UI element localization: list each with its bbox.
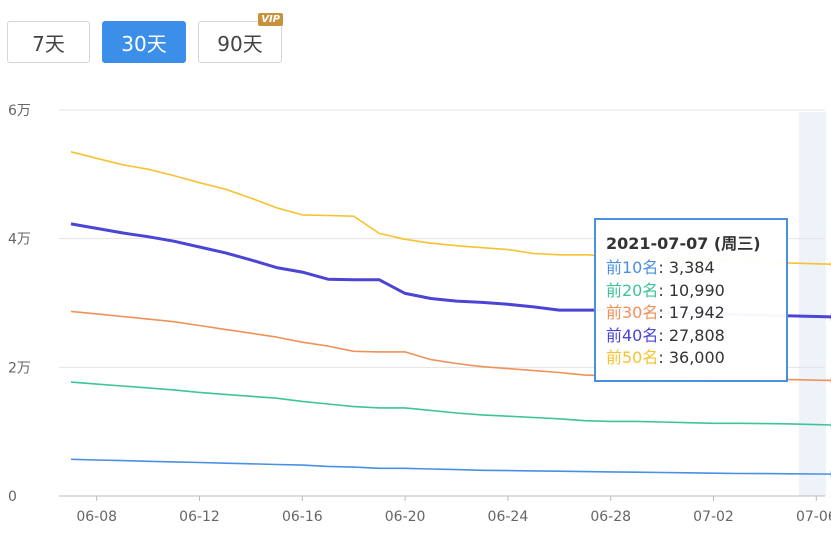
tooltip-value: 10,990 — [668, 280, 725, 300]
tooltip-date: 2021-07-07 (周三) — [606, 234, 761, 253]
series-line — [70, 381, 831, 426]
range-90d-button[interactable]: 90天 VIP — [198, 13, 283, 63]
range-30d-button[interactable]: 30天 — [102, 21, 186, 63]
x-tick-label: 07-02 — [693, 509, 734, 525]
tooltip-row-top30: 前30名: 17,942 — [606, 303, 725, 322]
tooltip-label: 前20名 — [606, 280, 659, 300]
tooltip-label: 前10名 — [606, 258, 659, 277]
y-tick-label: 0 — [8, 489, 17, 505]
tooltip-value: 27,808 — [668, 325, 725, 345]
tooltip-label: 前50名 — [606, 348, 659, 367]
x-tick-label: 07-06 — [796, 509, 831, 525]
y-tick-label: 4万 — [8, 232, 31, 248]
tooltip-row-top10: 前10名: 3,384 — [606, 258, 715, 277]
tooltip-row-top40: 前40名: 27,808 — [606, 325, 725, 345]
tooltip-value: 3,384 — [668, 258, 715, 277]
vip-badge: VIP — [258, 13, 283, 26]
tooltip-value: 36,000 — [668, 348, 725, 367]
tooltip-label: 前30名 — [606, 303, 659, 322]
x-tick-label: 06-08 — [76, 509, 117, 525]
x-tick-label: 06-16 — [282, 509, 323, 525]
hover-highlight-band — [799, 112, 826, 496]
tooltip-row-top50: 前50名: 36,000 — [606, 348, 725, 367]
tooltip-row-top20: 前20名: 10,990 — [606, 280, 725, 300]
tooltip-value: 17,942 — [668, 303, 725, 322]
tooltip-label: 前40名 — [606, 325, 659, 345]
x-tick-label: 06-24 — [488, 509, 529, 525]
tooltip: 2021-07-07 (周三) 前10名: 3,384 前20名: 10,990… — [594, 218, 788, 382]
y-axis: 0 2万 4万 6万 — [8, 103, 31, 505]
range-90d-label: 90天 — [217, 31, 263, 56]
x-tick-label: 06-12 — [179, 509, 220, 525]
range-7d-button[interactable]: 7天 — [7, 21, 90, 63]
series-line — [70, 458, 831, 475]
y-tick-label: 6万 — [8, 103, 31, 119]
x-tick-label: 06-20 — [385, 509, 426, 525]
x-axis: 06-08 06-12 06-16 06-20 06-24 06-28 07-02 07-06 — [59, 495, 831, 525]
x-tick-label: 06-28 — [590, 509, 631, 525]
y-tick-label: 2万 — [8, 360, 31, 376]
